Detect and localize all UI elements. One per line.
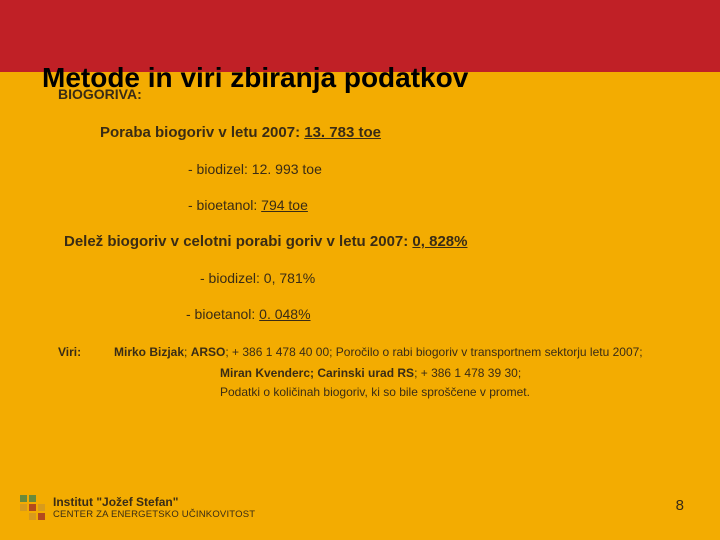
share-value: 0, 828% xyxy=(412,233,467,250)
consumption-line: Poraba biogoriv v letu 2007: 13. 783 toe xyxy=(100,124,688,141)
page-number: 8 xyxy=(676,497,684,514)
source-2-name: Miran Kvenderc; Carinski urad RS xyxy=(220,366,414,380)
footer-institute: Institut "Jožef Stefan" xyxy=(53,495,255,509)
footer-center: CENTER ZA ENERGETSKO UČINKOVITOST xyxy=(53,509,255,520)
share-bioethanol-line: - bioetanol: 0. 048% xyxy=(186,306,688,322)
consumption-value: 13. 783 toe xyxy=(304,124,381,141)
bioethanol-value: 794 toe xyxy=(261,197,308,213)
share-bioethanol-value: 0. 048% xyxy=(259,306,310,322)
share-line: Delež biogoriv v celotni porabi goriv v … xyxy=(64,233,688,250)
bioethanol-prefix: - bioetanol: xyxy=(188,197,261,213)
consumption-label: Poraba biogoriv v letu 2007: xyxy=(100,124,304,141)
source-3: Podatki o količinah biogoriv, ki so bile… xyxy=(220,383,688,402)
footer-text: Institut "Jožef Stefan" CENTER ZA ENERGE… xyxy=(53,495,255,520)
biodiesel-line: - biodizel: 12. 993 toe xyxy=(188,161,688,177)
source-1-org: ARSO xyxy=(191,345,226,359)
sources-row: Viri: Mirko Bizjak; ARSO; + 386 1 478 40… xyxy=(58,342,688,364)
footer: Institut "Jožef Stefan" CENTER ZA ENERGE… xyxy=(20,495,255,520)
share-label: Delež biogoriv v celotni porabi goriv v … xyxy=(64,233,412,250)
slide-title: Metode in viri zbiranja podatkov xyxy=(38,56,478,100)
source-1-rest: ; + 386 1 478 40 00; Poročilo o rabi bio… xyxy=(225,345,642,359)
share-biodiesel: - biodizel: 0, 781% xyxy=(200,270,688,286)
source-2: Miran Kvenderc; Carinski urad RS; + 386 … xyxy=(220,364,688,383)
slide-content: BIOGORIVA: Poraba biogoriv v letu 2007: … xyxy=(0,72,720,402)
bioethanol-line: - bioetanol: 794 toe xyxy=(188,197,688,213)
source-1-name: Mirko Bizjak xyxy=(114,345,184,359)
source-2-rest: ; + 386 1 478 39 30; xyxy=(414,366,521,380)
source-1: Mirko Bizjak; ARSO; + 386 1 478 40 00; P… xyxy=(114,342,688,364)
sources-label: Viri: xyxy=(58,342,114,364)
share-bioethanol-prefix: - bioetanol: xyxy=(186,306,259,322)
institute-logo-icon xyxy=(20,495,45,520)
source-1-sep: ; xyxy=(184,345,191,359)
